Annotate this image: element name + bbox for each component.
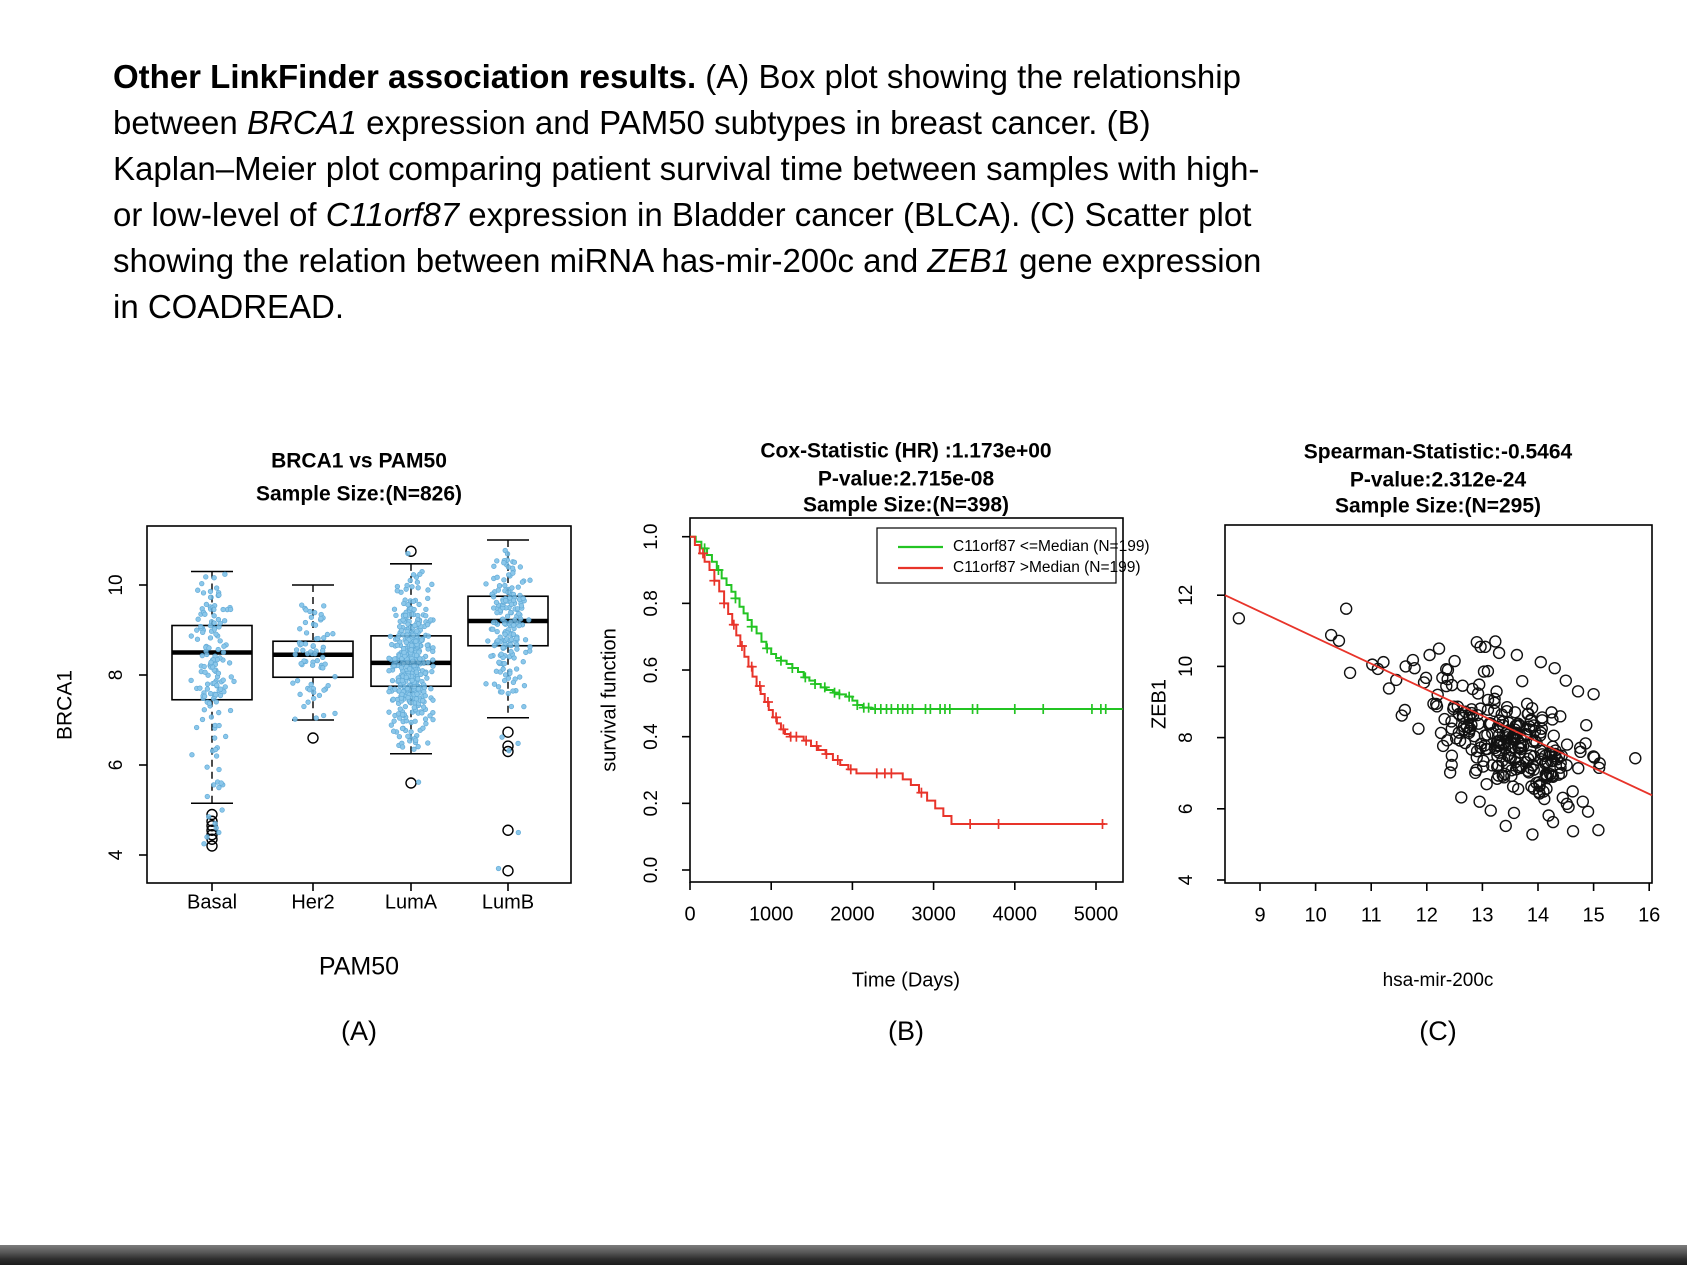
box-outlier <box>502 745 514 758</box>
panelC-title-line2: P-value:2.312e-24 <box>1350 469 1527 492</box>
box-outlier <box>502 824 514 836</box>
panelA-x-axis-label: PAM50 <box>319 953 399 981</box>
panelA-category-label: Her2 <box>291 891 334 913</box>
panelB-y-tick-label: 0.0 <box>641 857 662 883</box>
caption-segment: BRCA1 <box>246 104 357 141</box>
caption-segment: (A) Box plot showing the relationship <box>696 58 1241 95</box>
panelC-x-tick-label: 9 <box>1254 904 1265 926</box>
box-jitter-points <box>188 571 237 847</box>
caption-line: Kaplan–Meier plot comparing patient surv… <box>113 146 1593 192</box>
box-outlier <box>206 808 218 821</box>
caption-line: in COADREAD. <box>113 284 1593 330</box>
panelC-y-tick-label: 6 <box>1176 804 1197 815</box>
panelB-y-tick-label: 1.0 <box>641 523 662 549</box>
panelB-y-tick-label: 0.6 <box>641 657 662 683</box>
panelA-y-tick-label: 10 <box>106 574 127 595</box>
panelA-title-line1: BRCA1 vs PAM50 <box>271 450 447 473</box>
box-jitter-points <box>386 550 436 785</box>
panelC-x-tick-label: 16 <box>1638 904 1660 926</box>
panelB-x-tick-label: 0 <box>684 903 695 925</box>
box-outlier <box>307 732 319 744</box>
scatter-fit-line <box>1224 594 1653 797</box>
panelA-letter: (A) <box>341 1016 377 1046</box>
box-outlier <box>206 815 218 827</box>
panelB-x-tick-label: 1000 <box>749 903 794 925</box>
bottom-scrollbar[interactable] <box>0 1245 1687 1265</box>
panelB-x-tick-label: 5000 <box>1074 903 1119 925</box>
panelB-x-tick-label: 3000 <box>911 903 956 925</box>
panelB-legend-entry-high: C11orf87 >Median (N=199) <box>953 559 1141 576</box>
panelC-y-tick-label: 12 <box>1176 585 1197 606</box>
panelC-x-tick-label: 11 <box>1361 904 1382 926</box>
panelB-legend-box <box>876 527 1117 584</box>
panelC-title-line3: Sample Size:(N=295) <box>1335 495 1541 518</box>
panelC-x-tick-label: 14 <box>1527 904 1549 926</box>
scatter-points <box>1232 602 1642 841</box>
panelC-plot-frame <box>1224 524 1653 884</box>
panelB-y-tick-label: 0.8 <box>641 590 662 616</box>
panelA-plot-frame <box>146 525 572 884</box>
caption-segment: between <box>113 104 247 141</box>
panelA-title-line2: Sample Size:(N=826) <box>256 483 462 506</box>
panelA-y-tick-label: 8 <box>106 670 127 681</box>
panelC-y-tick-label: 8 <box>1176 732 1197 743</box>
box-jitter-points <box>290 602 338 722</box>
box-jitter-points <box>483 547 533 872</box>
box-outlier <box>405 777 417 789</box>
panelA-y-tick-label: 4 <box>106 849 127 860</box>
box-outlier <box>405 545 417 557</box>
caption-segment: ZEB1 <box>927 242 1010 279</box>
panelA-y-axis-label: BRCA1 <box>54 670 77 740</box>
caption-line: Other LinkFinder association results. (A… <box>113 54 1593 100</box>
panelA-category-label: LumA <box>385 891 438 913</box>
panelC-y-tick-label: 10 <box>1176 656 1197 677</box>
panelA-category-label: Basal <box>187 891 237 913</box>
panelB-y-axis-label: survival function <box>598 628 620 771</box>
panelB-plot-frame <box>689 517 1124 883</box>
panelB-y-tick-label: 0.2 <box>641 790 662 816</box>
panelC-x-tick-label: 13 <box>1471 904 1493 926</box>
box-outlier <box>502 865 514 877</box>
caption-segment: showing the relation between miRNA has-m… <box>113 242 928 279</box>
panelB-legend-entry-low: C11orf87 <=Median (N=199) <box>953 538 1150 555</box>
caption-segment: Kaplan–Meier plot comparing patient surv… <box>113 150 1260 187</box>
panelC-x-tick-label: 10 <box>1304 904 1326 926</box>
caption-line: between BRCA1 expression and PAM50 subty… <box>113 100 1593 146</box>
panelC-x-axis-label: hsa-mir-200c <box>1383 970 1494 991</box>
caption-segment: in COADREAD. <box>113 288 345 325</box>
box-outlier <box>502 726 514 738</box>
panelC-letter: (C) <box>1419 1016 1456 1046</box>
panelC-title-line1: Spearman-Statistic:-0.5464 <box>1304 441 1573 464</box>
panelB-letter: (B) <box>888 1016 924 1046</box>
caption-segment: gene expression <box>1009 242 1262 279</box>
caption-segment: C11orf87 <box>325 196 460 233</box>
panelB-title-line2: P-value:2.715e-08 <box>818 468 995 491</box>
panelA-category-label: LumB <box>482 891 534 913</box>
caption-segment: or low-level of <box>113 196 326 233</box>
caption-segment: expression and PAM50 subtypes in breast … <box>356 104 1151 141</box>
panelB-title-line3: Sample Size:(N=398) <box>803 494 1009 517</box>
panelC-y-axis-label: ZEB1 <box>1148 679 1170 729</box>
panelB-y-tick-label: 0.4 <box>641 723 662 750</box>
panelB-x-tick-label: 4000 <box>993 903 1038 925</box>
caption-line: or low-level of C11orf87 expression in B… <box>113 192 1593 238</box>
caption-segment: expression in Bladder cancer (BLCA). (C)… <box>459 196 1252 233</box>
panelA-y-tick-label: 6 <box>106 760 127 771</box>
figure-caption: Other LinkFinder association results. (A… <box>113 54 1593 330</box>
panelB-title-line1: Cox-Statistic (HR) :1.173e+00 <box>760 440 1051 463</box>
panelB-x-axis-label: Time (Days) <box>852 969 960 991</box>
box-outlier <box>206 840 218 852</box>
panelB-x-tick-label: 2000 <box>830 903 875 925</box>
panelC-x-tick-label: 15 <box>1582 904 1604 926</box>
caption-line: showing the relation between miRNA has-m… <box>113 238 1593 284</box>
panelC-y-tick-label: 4 <box>1176 874 1197 885</box>
panelC-x-tick-label: 12 <box>1416 904 1438 926</box>
caption-segment: Other LinkFinder association results. <box>113 58 697 95</box>
